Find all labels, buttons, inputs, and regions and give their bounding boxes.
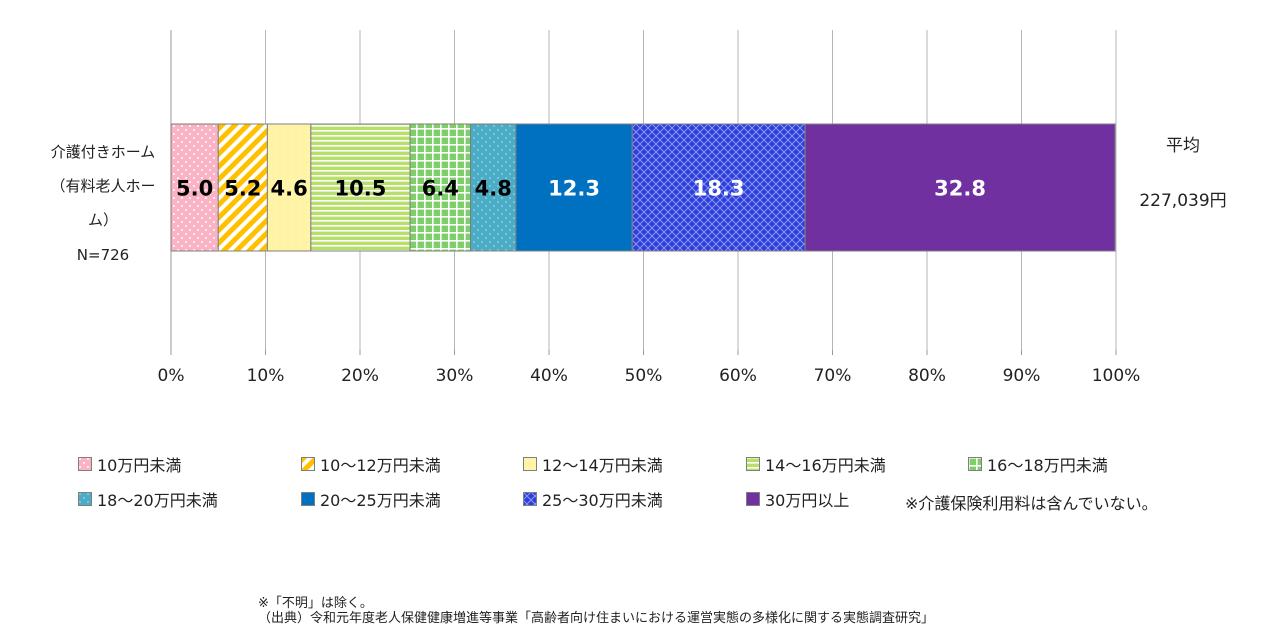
x-tick-label: 30%	[436, 366, 474, 386]
data-label: 4.8	[475, 177, 512, 201]
data-label: 6.4	[422, 177, 459, 201]
x-tick-label: 10%	[247, 366, 285, 386]
note-text: ※介護保険利用料は含んでいない。	[905, 494, 1158, 513]
x-tick-label: 60%	[719, 366, 757, 386]
x-tick-label: 100%	[1092, 366, 1141, 386]
data-labels: 5.0 5.2 4.6 10.5 6.4 4.8 12.3 18.3 32.8	[176, 177, 986, 201]
bar-segment	[170, 123, 219, 252]
x-tick-label: 90%	[1003, 366, 1041, 386]
data-label: 5.0	[176, 177, 213, 201]
category-label-line: （有料老人ホー	[50, 177, 155, 195]
footer-source: （出典）令和元年度老人保健健康増進等事業「高齢者向け住まいにおける運営実態の多様…	[258, 611, 935, 626]
x-tick-label: 80%	[908, 366, 946, 386]
data-label: 12.3	[548, 177, 600, 201]
average-label: 平均	[1166, 136, 1200, 156]
bar-segment	[470, 123, 517, 252]
x-tick-label: 0%	[158, 366, 185, 386]
x-axis-ticks: 0% 10% 20% 30% 40% 50% 60% 70% 80% 90% 100%	[158, 350, 1141, 386]
category-label-line: ム）	[88, 211, 118, 229]
x-tick-label: 40%	[530, 366, 568, 386]
bar-segment	[310, 123, 411, 252]
data-label: 10.5	[335, 177, 387, 201]
x-tick-label: 20%	[341, 366, 379, 386]
data-label: 18.3	[693, 177, 745, 201]
category-label-line: 介護付きホーム	[51, 143, 156, 161]
bar-segment	[804, 123, 1116, 252]
bar-segments	[170, 123, 1116, 252]
x-tick-label: 50%	[625, 366, 663, 386]
bar-segment	[217, 123, 268, 252]
data-label: 32.8	[934, 177, 986, 201]
data-label: 5.2	[224, 177, 261, 201]
bar-segment	[515, 123, 633, 252]
average-value: 227,039円	[1139, 191, 1226, 211]
x-tick-label: 70%	[814, 366, 852, 386]
bar-segment	[409, 123, 472, 252]
data-label: 4.6	[271, 177, 308, 201]
footer-note: ※「不明」は除く。	[258, 596, 373, 611]
category-label-line: N=726	[77, 246, 129, 264]
